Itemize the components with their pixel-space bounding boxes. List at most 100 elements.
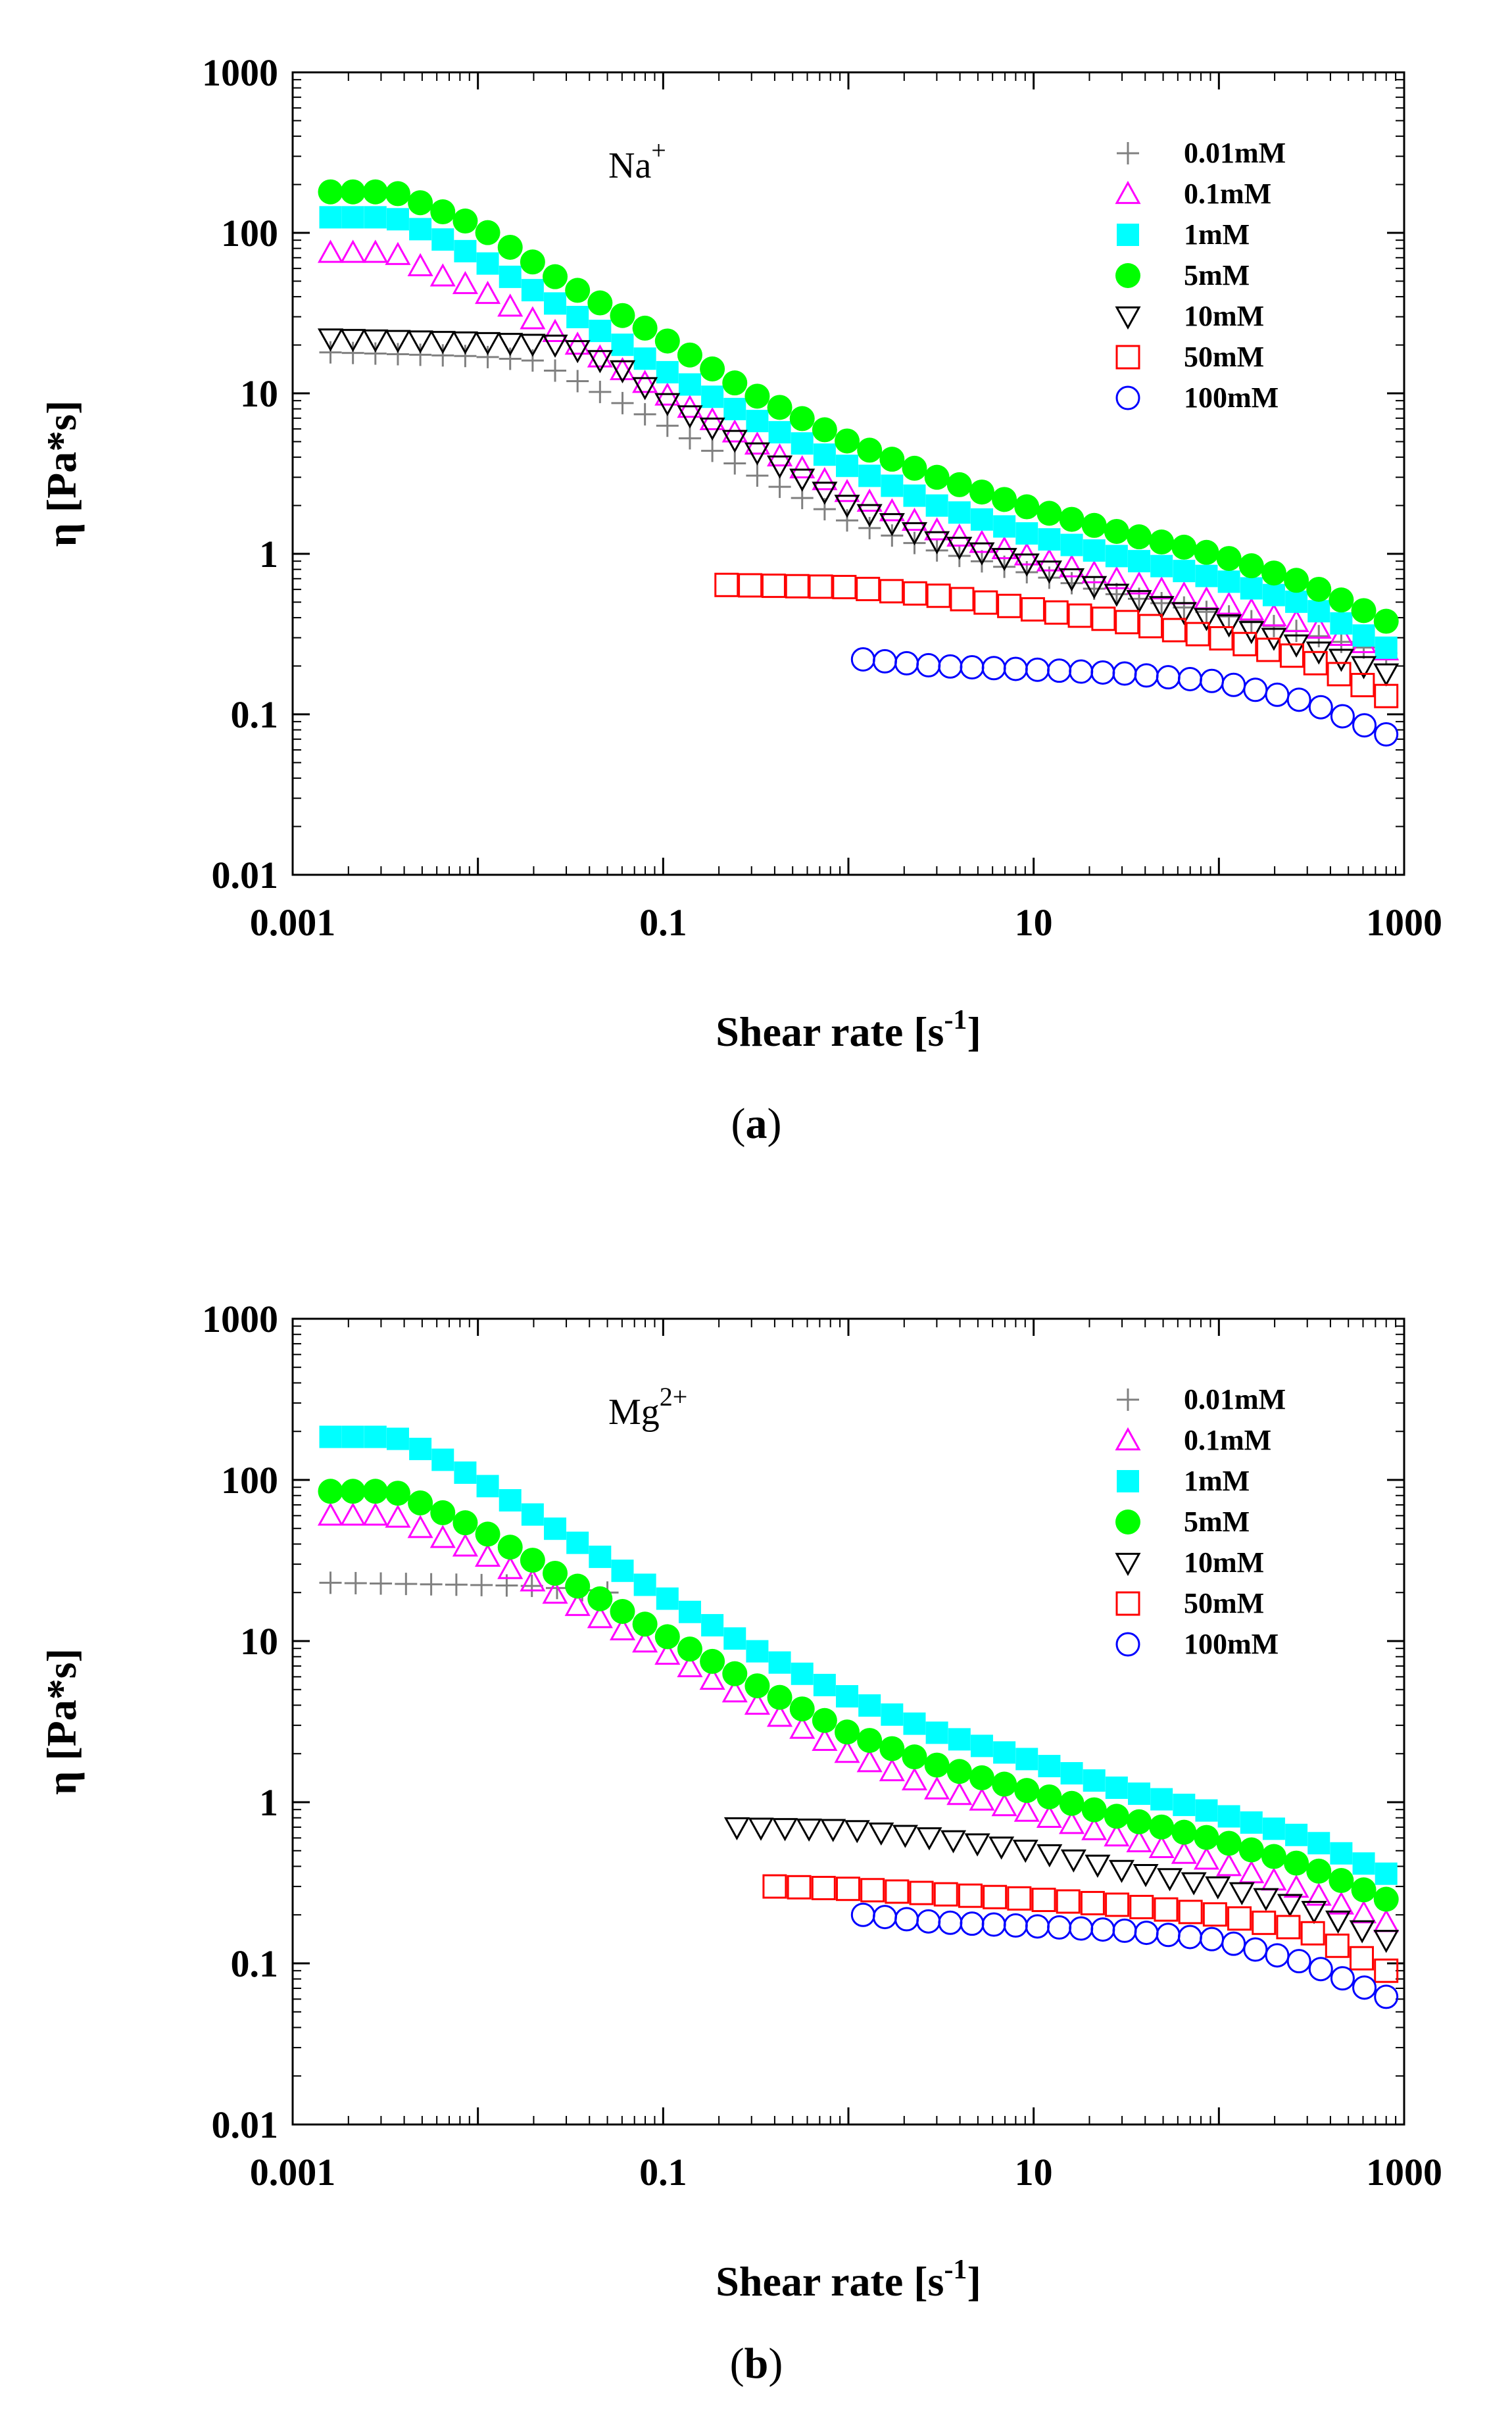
data-point-5mM <box>946 1759 972 1784</box>
data-point-5mM <box>654 328 680 354</box>
chart-panel-b: 0.01 0.1 1 10 100 1000 0.001 0.1 10 1000 Shear rat… <box>38 1298 1442 2388</box>
data-point-10mM <box>1349 1920 1375 1944</box>
y-axis-title: η [Pa*s] <box>38 1648 85 1795</box>
data-point-50mM <box>1020 597 1045 622</box>
ion-charge: 2+ <box>660 1382 688 1412</box>
data-point-50mM <box>1232 631 1257 656</box>
data-point-100mM <box>960 655 985 680</box>
data-point-5mM <box>1149 1814 1175 1840</box>
data-point-0.1mM <box>1328 622 1354 647</box>
data-point-10mM <box>317 328 344 352</box>
ion-charge: + <box>651 135 666 165</box>
data-point-1mM <box>656 1587 679 1610</box>
data-point-10mM <box>497 333 524 356</box>
data-point-0.1mM <box>407 253 433 276</box>
data-point-0.01mM <box>1307 625 1330 648</box>
data-point-1mM <box>970 1734 993 1757</box>
data-point-5mM <box>1284 1850 1309 1876</box>
data-point-0.01mM <box>858 516 881 539</box>
data-point-5mM <box>520 249 545 275</box>
data-point-1mM <box>1240 577 1263 600</box>
data-point-50mM <box>1044 600 1069 625</box>
data-point-0.1mM <box>564 1592 591 1616</box>
data-point-0.01mM <box>1105 583 1128 606</box>
data-point-5mM <box>475 1521 500 1547</box>
data-point-1mM <box>364 206 387 229</box>
data-point-5mM <box>408 190 433 216</box>
data-point-0.1mM <box>946 523 973 547</box>
data-point-10mM <box>879 513 905 537</box>
caption-open: ( <box>730 2340 744 2388</box>
data-point-1mM <box>836 454 859 478</box>
x-axis-title-main: Shear rate [s <box>716 1008 944 1055</box>
data-point-0.01mM <box>723 452 746 475</box>
data-point-10mM <box>452 331 478 355</box>
data-point-5mM <box>452 209 478 234</box>
data-point-1mM <box>881 474 904 497</box>
data-point-0.1mM <box>452 1533 478 1557</box>
data-point-0.1mM <box>587 344 613 368</box>
data-point-1mM <box>499 265 522 288</box>
data-point-0.1mM <box>1373 1909 1400 1932</box>
data-point-1mM <box>701 1613 724 1636</box>
data-point-5mM <box>812 417 837 443</box>
data-point-10mM <box>1193 608 1220 631</box>
data-point-10mM <box>1205 1876 1231 1900</box>
data-point-100mM <box>1221 672 1246 697</box>
data-point-0.1mM <box>1126 1829 1152 1853</box>
data-point-10mM <box>1126 590 1152 614</box>
data-point-0.01mM <box>499 347 522 370</box>
data-point-1mM <box>499 1489 522 1512</box>
data-point-0.1mM <box>1148 1834 1175 1858</box>
data-point-50mM <box>808 574 833 599</box>
data-point-50mM <box>1276 1915 1301 1940</box>
data-point-1mM <box>1173 560 1196 583</box>
x-axis-title-end: ] <box>967 2258 981 2305</box>
data-point-5mM <box>1329 587 1354 613</box>
data-point-0.01mM <box>395 1573 418 1596</box>
data-point-10mM <box>1036 1844 1063 1868</box>
data-point-5mM <box>767 1684 793 1710</box>
data-point-5mM <box>1373 1886 1399 1912</box>
data-point-5mM <box>475 220 500 245</box>
data-point-100mM <box>1221 1931 1246 1956</box>
data-point-1mM <box>386 208 409 231</box>
data-point-1mM <box>409 1437 432 1460</box>
series-50mM <box>762 1874 1399 1983</box>
legend-label-10mM: 10mM <box>1184 1546 1264 1579</box>
y-axis-title: η [Pa*s] <box>38 401 85 547</box>
data-point-0.1mM <box>609 1617 636 1640</box>
data-point-1mM <box>1038 1755 1061 1778</box>
data-point-1mM <box>925 494 948 517</box>
data-point-0.1mM <box>1036 548 1062 572</box>
legend-marker-0.1mM <box>1115 1427 1141 1451</box>
series-100mM <box>850 1902 1399 2009</box>
data-point-100mM <box>1374 1984 1399 2009</box>
data-point-5mM <box>969 479 994 505</box>
data-point-100mM <box>1047 1915 1072 1940</box>
data-point-5mM <box>632 1611 658 1637</box>
data-point-0.1mM <box>1305 615 1332 639</box>
data-point-10mM <box>1133 1863 1159 1888</box>
data-point-0.01mM <box>431 344 454 367</box>
data-point-0.1mM <box>654 1641 681 1665</box>
data-point-1mM <box>1262 1817 1285 1840</box>
data-point-10mM <box>812 481 838 505</box>
data-point-10mM <box>542 334 568 358</box>
caption-letter: b <box>744 2340 769 2388</box>
data-point-100mM <box>1090 660 1115 685</box>
data-point-1mM <box>566 1531 589 1554</box>
data-point-5mM <box>1329 1868 1354 1894</box>
data-point-100mM <box>1286 1949 1311 1974</box>
data-point-0.1mM <box>429 263 456 287</box>
data-point-0.1mM <box>317 1502 344 1526</box>
data-point-100mM <box>981 656 1006 681</box>
data-point-1mM <box>454 239 477 262</box>
y-tick-label: 10 <box>240 372 278 415</box>
data-point-10mM <box>988 1836 1015 1860</box>
data-point-0.01mM <box>678 427 701 450</box>
data-point-1mM <box>341 206 364 229</box>
series-0.01mM <box>319 341 1398 665</box>
data-point-5mM <box>654 1624 680 1650</box>
